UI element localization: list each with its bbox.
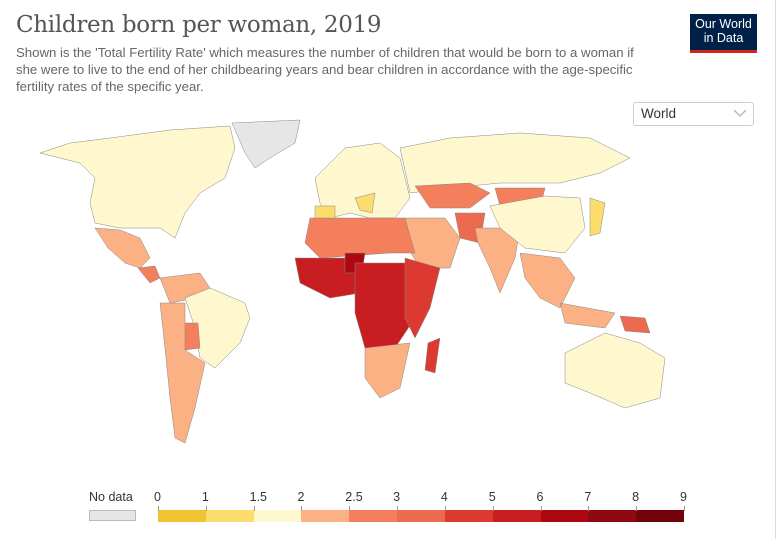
- page-title: Children born per woman, 2019: [16, 12, 382, 38]
- legend-tick-label: 1: [201, 490, 209, 504]
- legend-tick-label: 2: [297, 490, 305, 504]
- region-mexico[interactable]: [94, 227, 151, 269]
- legend-bin[interactable]: [588, 510, 637, 522]
- legend-bin[interactable]: [636, 510, 684, 522]
- legend-bin[interactable]: [444, 510, 493, 522]
- legend-tick-label: 4: [440, 490, 448, 504]
- region-central-america[interactable]: [137, 265, 161, 284]
- region-greenland[interactable]: [231, 119, 301, 169]
- region-north-africa[interactable]: [304, 217, 416, 259]
- legend-tick: [636, 506, 638, 511]
- chevron-down-icon: [733, 109, 747, 118]
- logo-line-2: in Data: [703, 31, 744, 45]
- legend-tick-label: 7: [584, 490, 592, 504]
- region-east-africa[interactable]: [404, 257, 441, 339]
- region-select[interactable]: World: [633, 102, 754, 126]
- legend-tick-label: 6: [536, 490, 544, 504]
- legend-tick-label: 2.5: [345, 490, 363, 504]
- legend-tick: [205, 506, 207, 511]
- legend-tick-label: 1.5: [249, 490, 268, 504]
- legend-no-data-swatch: [89, 510, 136, 521]
- legend-tick: [588, 506, 590, 511]
- legend-tick: [301, 506, 303, 511]
- legend-bin[interactable]: [253, 510, 302, 522]
- legend-bin[interactable]: [349, 510, 398, 522]
- legend-tick: [349, 506, 351, 511]
- region-madagascar[interactable]: [424, 337, 441, 374]
- chart-subtitle: Shown is the 'Total Fertility Rate' whic…: [16, 45, 634, 94]
- region-australia[interactable]: [564, 332, 666, 409]
- region-southern-cone[interactable]: [159, 302, 206, 444]
- legend-tick: [444, 506, 446, 511]
- legend-tick: [158, 506, 159, 511]
- legend-tick: [540, 506, 542, 511]
- legend-tick: [397, 506, 399, 511]
- legend-bin[interactable]: [492, 510, 541, 522]
- region-southern-africa[interactable]: [364, 342, 411, 399]
- world-map[interactable]: [0, 118, 775, 488]
- legend-tick-label: 3: [393, 490, 401, 504]
- region-papua-new-guinea[interactable]: [619, 315, 651, 334]
- legend-no-data-label: No data: [89, 490, 133, 504]
- legend-tick: [492, 506, 494, 511]
- legend-bin[interactable]: [158, 510, 206, 522]
- legend-tick-label: 9: [680, 490, 687, 504]
- region-north-america[interactable]: [39, 125, 236, 239]
- logo-line-1: Our World: [695, 17, 752, 31]
- region-select-value: World: [641, 106, 677, 121]
- legend-bin[interactable]: [205, 510, 254, 522]
- region-russia[interactable]: [399, 132, 631, 194]
- region-southeast-asia[interactable]: [519, 252, 616, 329]
- owid-logo[interactable]: Our World in Data: [690, 14, 757, 53]
- legend-tick-label: 0: [154, 490, 161, 504]
- legend-bin[interactable]: [540, 510, 589, 522]
- legend-bin[interactable]: [397, 510, 445, 522]
- region-japan-korea[interactable]: [589, 197, 606, 237]
- legend-tick-label: 8: [632, 490, 640, 504]
- legend-tick: [684, 506, 685, 511]
- legend-tick: [253, 506, 255, 511]
- legend-tick-label: 5: [488, 490, 496, 504]
- region-china[interactable]: [489, 195, 586, 254]
- legend-bin[interactable]: [301, 510, 350, 522]
